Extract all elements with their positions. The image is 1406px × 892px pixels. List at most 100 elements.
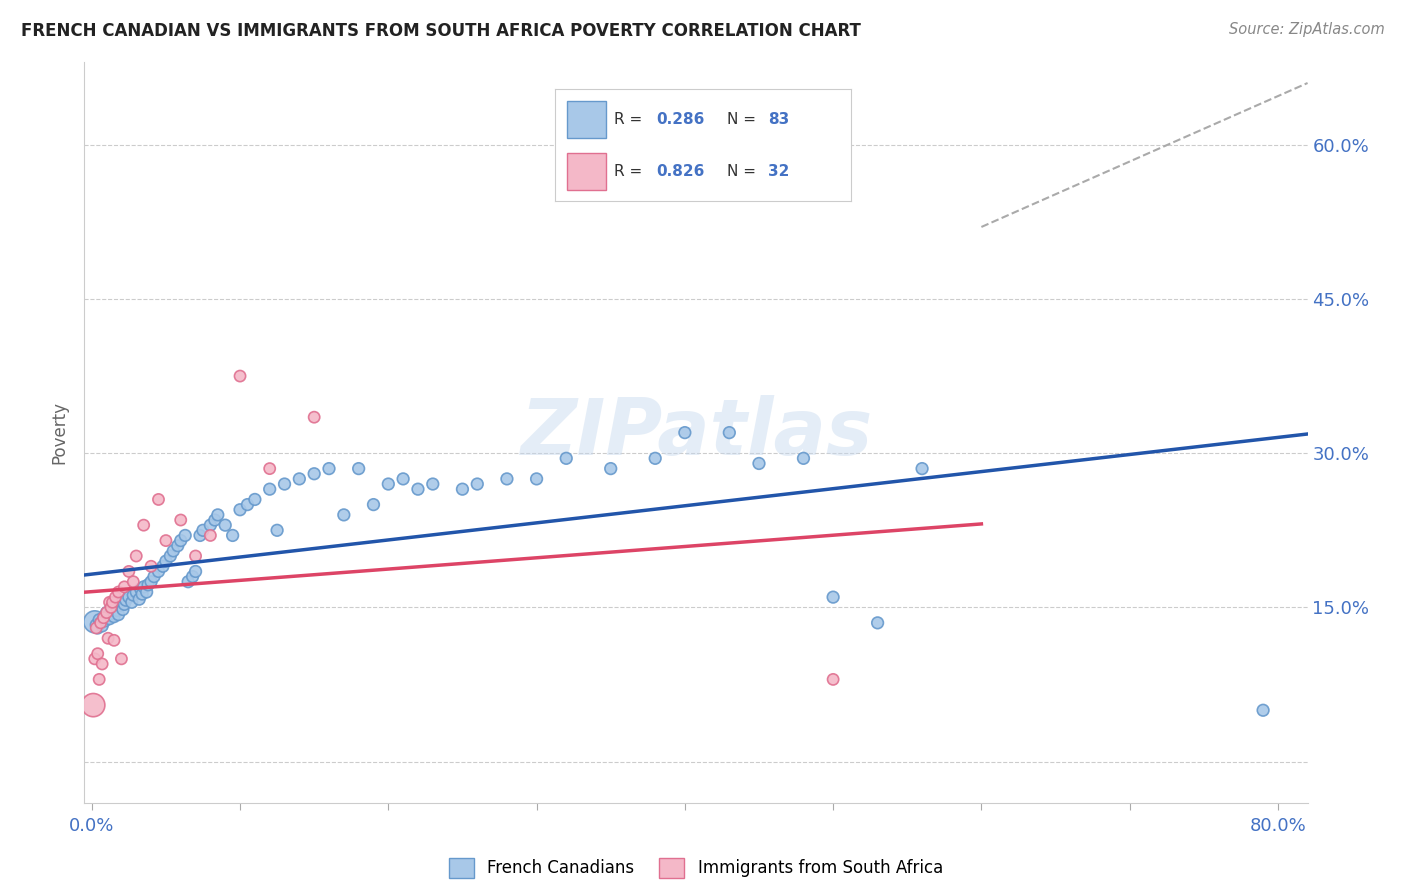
Point [96,606,118,620]
Point [100,602,122,616]
Point [259,461,281,475]
Point [105,603,128,617]
Point [139,574,162,589]
Point [318,461,340,475]
Point [911,461,934,475]
Point [111,602,134,616]
Point [83,652,105,666]
Point [273,477,295,491]
Point [823,673,845,687]
Point [200,528,222,542]
Point [748,457,770,471]
Point [166,539,188,553]
Point [121,595,143,609]
Point [118,590,141,604]
Point [86,647,108,661]
Point [148,492,170,507]
Point [101,595,124,609]
Point [155,554,177,568]
Point [177,574,200,589]
Point [143,569,166,583]
Point [496,472,519,486]
Point [207,508,229,522]
Point [229,369,252,384]
Legend: French Canadians, Immigrants from South Africa: French Canadians, Immigrants from South … [443,852,949,884]
Point [823,590,845,604]
Point [170,533,193,548]
Point [89,613,111,627]
Point [97,632,120,646]
Point [104,590,127,604]
Text: 32: 32 [768,163,789,178]
Text: R =: R = [614,163,648,178]
Text: N =: N = [727,112,761,128]
Point [162,544,184,558]
Point [155,533,177,548]
Point [302,410,325,425]
Point [115,593,138,607]
Point [96,606,118,620]
Point [673,425,696,440]
Point [1251,703,1274,717]
Point [84,621,107,635]
Point [107,585,129,599]
Point [188,528,211,542]
Point [718,425,741,440]
Point [184,549,207,563]
Point [101,607,124,621]
Point [333,508,356,522]
Point [98,595,121,609]
Point [86,621,108,635]
Text: 83: 83 [768,112,789,128]
Point [128,592,150,607]
Point [347,461,370,475]
Point [644,451,666,466]
Text: R =: R = [614,112,648,128]
Point [100,600,122,615]
Point [191,524,214,538]
Point [90,615,112,630]
Point [792,451,814,466]
Text: 0.826: 0.826 [655,163,704,178]
Y-axis label: Poverty: Poverty [51,401,69,464]
Point [139,559,162,574]
Point [422,477,444,491]
Point [136,578,159,592]
Point [98,612,121,626]
Point [377,477,399,491]
Point [214,518,236,533]
Point [112,580,135,594]
Point [110,652,132,666]
Point [122,574,145,589]
Point [103,609,125,624]
Point [132,518,155,533]
Point [555,451,578,466]
Point [148,565,170,579]
Text: FRENCH CANADIAN VS IMMIGRANTS FROM SOUTH AFRICA POVERTY CORRELATION CHART: FRENCH CANADIAN VS IMMIGRANTS FROM SOUTH… [21,22,860,40]
Point [104,600,127,615]
Text: Source: ZipAtlas.com: Source: ZipAtlas.com [1229,22,1385,37]
Point [451,482,474,496]
Point [110,595,132,609]
Point [118,565,141,579]
Point [103,633,125,648]
Point [288,472,311,486]
Point [89,673,111,687]
Point [302,467,325,481]
Point [229,502,252,516]
Point [259,482,281,496]
Point [84,618,107,632]
Point [152,559,174,574]
Point [135,585,157,599]
Point [866,615,889,630]
Point [170,513,193,527]
Point [125,549,148,563]
Point [122,588,145,602]
Point [174,528,197,542]
Point [526,472,548,486]
Point [200,518,222,533]
Point [83,615,105,629]
Text: ZIPatlas: ZIPatlas [520,394,872,471]
Point [363,498,385,512]
Point [82,698,104,712]
